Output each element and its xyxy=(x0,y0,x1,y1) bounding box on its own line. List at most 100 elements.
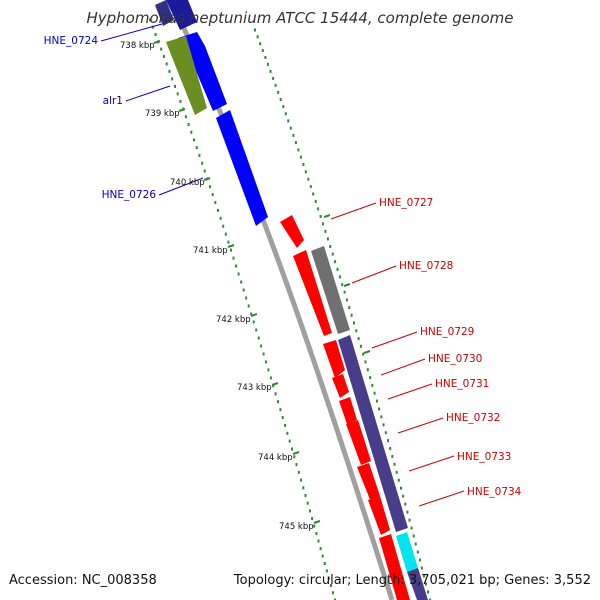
ruler-dot xyxy=(227,240,230,244)
ruler-dot xyxy=(294,141,297,145)
ruler-dot xyxy=(389,447,392,450)
ruler-dot xyxy=(404,502,407,506)
gene-label-alr1[interactable]: alr1 xyxy=(103,95,123,107)
scale-label-741: 741 kbp xyxy=(193,246,228,256)
ruler-dot xyxy=(375,399,378,403)
ruler-dot xyxy=(198,153,201,157)
ruler-dot xyxy=(217,208,219,212)
ruler-dot xyxy=(287,119,290,123)
gene-alr1[interactable] xyxy=(166,36,207,115)
gene-purple-track[interactable] xyxy=(338,335,408,532)
ruler-dot xyxy=(373,391,376,395)
ruler-dot xyxy=(332,591,334,595)
gene-hne-0732[interactable] xyxy=(346,420,371,465)
ruler-dot xyxy=(260,344,263,348)
ruler-tick xyxy=(363,350,371,354)
gene-label-hne-0728[interactable]: HNE_0728 xyxy=(399,260,453,272)
gene-label-hne-0724[interactable]: HNE_0724 xyxy=(44,35,99,47)
gene-hne-0734[interactable] xyxy=(368,496,390,535)
ruler-dot xyxy=(307,177,310,181)
ruler-dot xyxy=(313,524,316,528)
scale-label-739: 739 kbp xyxy=(145,109,180,119)
ruler-dot xyxy=(423,574,425,578)
gene-purple-bottom[interactable] xyxy=(407,568,428,600)
ruler-dot xyxy=(211,193,214,197)
gene-segment-top-dark-2[interactable] xyxy=(155,0,174,26)
gene-hne-0731[interactable] xyxy=(339,397,357,424)
ruler-dot xyxy=(425,582,427,586)
ruler-dot xyxy=(242,288,245,292)
ruler-dot xyxy=(286,431,289,435)
ruler-dot xyxy=(174,84,176,88)
ruler-dot xyxy=(274,392,277,396)
gene-hne-0726[interactable] xyxy=(216,110,268,226)
gene-hne-0733[interactable] xyxy=(357,463,380,502)
ruler-dot xyxy=(325,569,328,573)
ruler-dot xyxy=(308,509,311,513)
ruler-dot xyxy=(272,76,275,80)
ruler-dot xyxy=(293,455,296,459)
ruler-dot xyxy=(371,383,374,387)
scale-label-743: 743 kbp xyxy=(237,383,272,393)
ruler-inner-dotted-ring xyxy=(149,18,336,600)
ruler-tick xyxy=(227,244,235,248)
ruler-tick xyxy=(292,451,300,455)
gene-red-bottom[interactable] xyxy=(379,534,410,600)
ruler-dot xyxy=(168,69,171,73)
ruler-dot xyxy=(190,130,193,134)
gene-label-hne-0729[interactable]: HNE_0729 xyxy=(420,326,474,338)
ruler-dot xyxy=(317,207,320,211)
gene-segment-top-dark[interactable] xyxy=(166,0,197,30)
ruler-dot xyxy=(315,532,318,536)
ruler-dot xyxy=(341,283,344,287)
ruler-dot xyxy=(387,439,389,443)
ruler-dot xyxy=(272,384,275,388)
ruler-dot xyxy=(311,517,314,520)
gene-label-hne-0730[interactable]: HNE_0730 xyxy=(428,353,482,365)
ruler-dot xyxy=(393,462,396,466)
ruler-dot xyxy=(309,185,312,189)
ruler-dot xyxy=(324,229,327,233)
ruler-dot xyxy=(224,232,227,236)
gene-cyan[interactable] xyxy=(396,532,418,572)
ruler-dot xyxy=(274,83,277,87)
gene-hne-0729[interactable] xyxy=(323,340,345,378)
ruler-dot xyxy=(237,272,240,276)
ruler-dot xyxy=(406,510,409,514)
ruler-dot xyxy=(240,280,243,284)
ruler-dot xyxy=(247,304,250,308)
gene-label-hne-0726[interactable]: HNE_0726 xyxy=(102,189,157,201)
ruler-tick xyxy=(203,177,211,181)
gene-label-hne-0733[interactable]: HNE_0733 xyxy=(457,451,511,463)
gene-label-hne-0732[interactable]: HNE_0732 xyxy=(446,412,500,424)
ruler-dot xyxy=(345,298,348,302)
ruler-dot xyxy=(306,501,309,505)
gene-label-hne-0731[interactable]: HNE_0731 xyxy=(435,378,489,390)
ruler-dot xyxy=(378,407,381,411)
gene-label-hne-0734[interactable]: HNE_0734 xyxy=(467,486,522,498)
ruler-dot xyxy=(302,486,305,490)
ruler-dot xyxy=(184,115,187,119)
gene-labels: HNE_0724 alr1 HNE_0726 HNE_0727 HNE_0728… xyxy=(44,35,522,498)
ruler-dot xyxy=(343,290,346,294)
ruler-dot xyxy=(187,123,190,126)
ruler-dot xyxy=(297,470,300,474)
gene-hne-0728[interactable] xyxy=(293,250,332,336)
ruler-dot xyxy=(261,49,264,52)
ruler-tick xyxy=(250,313,258,317)
ruler-dot xyxy=(317,539,320,543)
gene-hne-0727[interactable] xyxy=(280,215,304,248)
ruler-dot xyxy=(284,112,287,116)
gene-grey[interactable] xyxy=(311,246,350,334)
ruler-dot xyxy=(348,306,351,310)
ruler-dot xyxy=(304,170,307,174)
gene-hne-0730[interactable] xyxy=(332,374,349,398)
ruler-dot xyxy=(334,260,337,264)
ruler-dot xyxy=(279,98,282,101)
ruler-dot xyxy=(262,352,265,356)
ruler-dot xyxy=(165,62,168,66)
ruler-dot xyxy=(402,494,405,498)
gene-label-hne-0727[interactable]: HNE_0727 xyxy=(379,197,433,209)
ruler-dot xyxy=(420,566,423,570)
